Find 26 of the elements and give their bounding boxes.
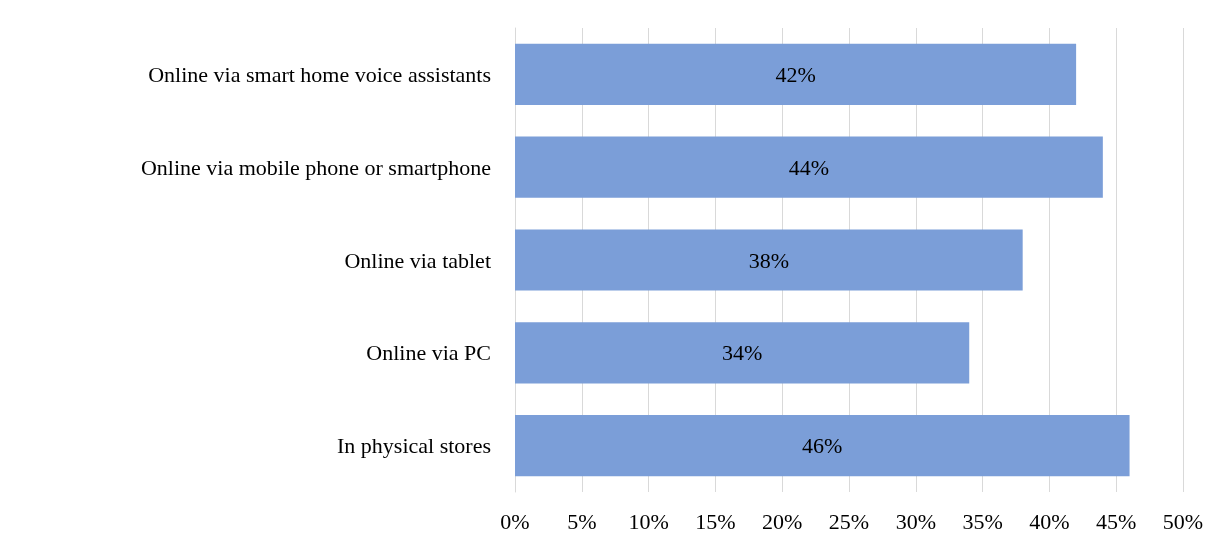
bar	[515, 43, 1077, 106]
x-tick-label: 25%	[828, 508, 870, 534]
x-tick-label: 10%	[628, 508, 669, 534]
y-tick-label: Online via tablet	[344, 247, 491, 273]
x-tick-label: 0%	[500, 508, 530, 534]
data-label: 38%	[748, 247, 789, 273]
x-tick-label: 50%	[1162, 508, 1204, 534]
bar	[515, 322, 970, 384]
bar	[515, 229, 1023, 291]
y-tick-label: Online via smart home voice assistants	[148, 61, 491, 87]
data-label: 46%	[802, 433, 843, 459]
data-label: 34%	[721, 340, 763, 366]
x-tick-label: 5%	[567, 508, 597, 534]
bar	[515, 414, 1130, 477]
data-label: 42%	[775, 61, 816, 87]
y-tick-label: In physical stores	[337, 433, 491, 459]
y-tick-label: Online via mobile phone or smartphone	[140, 154, 491, 180]
data-label: 44%	[788, 154, 830, 180]
bar	[515, 136, 1103, 198]
y-tick-label: Online via PC	[366, 340, 491, 366]
x-tick-label: 35%	[962, 508, 1003, 534]
x-tick-label: 40%	[1029, 508, 1070, 534]
x-tick-label: 15%	[695, 508, 736, 534]
x-tick-label: 45%	[1096, 508, 1137, 534]
x-tick-label: 20%	[762, 508, 803, 534]
x-tick-label: 30%	[895, 508, 936, 534]
